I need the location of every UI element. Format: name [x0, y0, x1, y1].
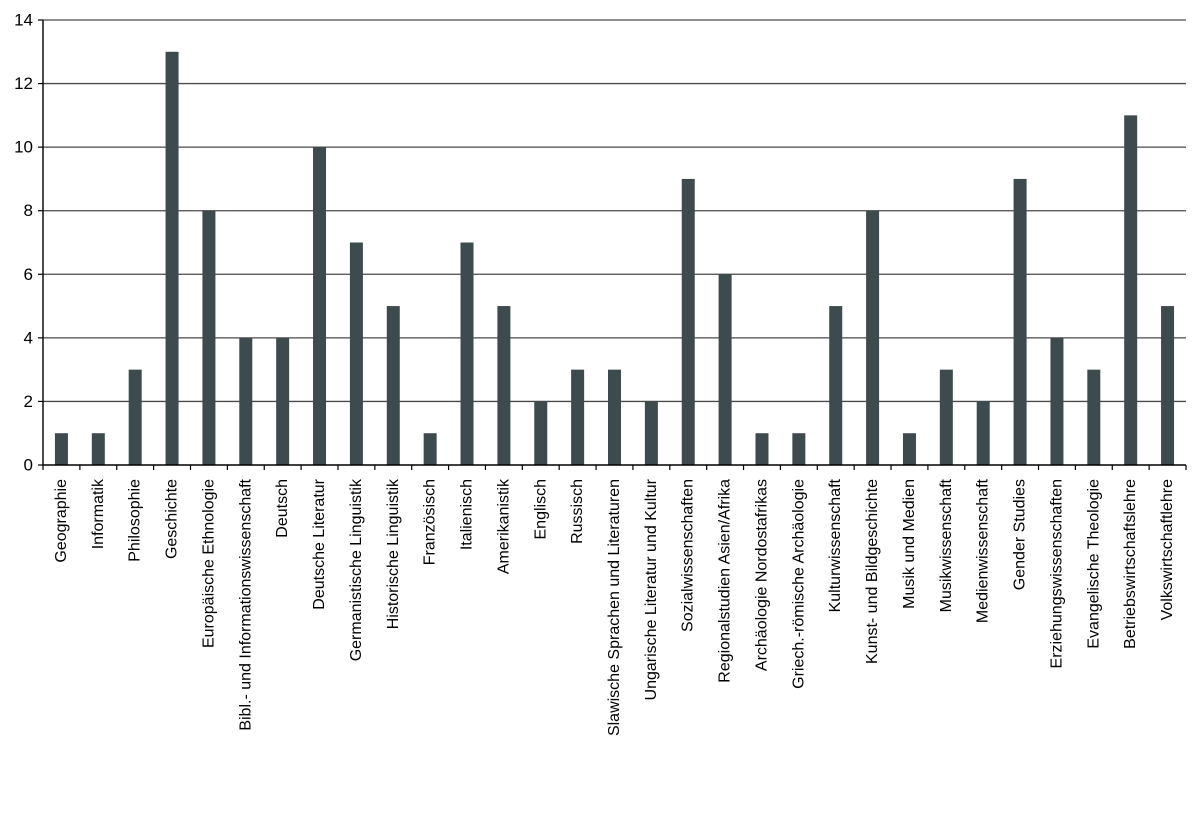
x-tick-label: Slawische Sprachen und Literaturen: [606, 479, 623, 736]
bar-8: [349, 242, 363, 465]
x-tick-label: Kulturwissenschaft: [827, 478, 844, 612]
y-tick-label: 0: [24, 456, 33, 475]
bar-28: [1087, 369, 1101, 465]
y-tick-label: 2: [24, 392, 33, 411]
bar-25: [976, 401, 990, 465]
bar-14: [571, 369, 585, 465]
bar-4: [202, 210, 216, 465]
bar-30: [1161, 306, 1175, 465]
x-tick-label: Evangelische Theologie: [1085, 479, 1102, 649]
bar-12: [497, 306, 511, 465]
bar-29: [1124, 115, 1138, 466]
bars: [54, 51, 1175, 466]
x-tick-label: Informatik: [90, 478, 107, 549]
x-tick-label: Russisch: [569, 479, 586, 544]
x-tick-label: Amerikanistik: [495, 478, 512, 574]
bar-13: [534, 401, 548, 465]
x-tick-label: Philosophie: [127, 479, 144, 562]
y-tick-label: 8: [24, 201, 33, 220]
bar-10: [423, 433, 437, 465]
bar-24: [939, 369, 953, 465]
x-tick-label: Regionalstudien Asien/Afrika: [717, 479, 734, 683]
x-tick-label: Italienisch: [459, 479, 476, 550]
bar-9: [386, 306, 400, 465]
x-tick-label: Erziehungswissenschaften: [1048, 479, 1065, 668]
bar-15: [608, 369, 621, 465]
x-tick-label: Sozialwissenschaften: [680, 479, 697, 632]
x-tick-label: Englisch: [532, 479, 549, 539]
bar-27: [1050, 337, 1064, 465]
axes: [38, 19, 1187, 470]
x-tick-label: Bibl.- und Informationswissenschaft: [237, 478, 254, 730]
x-tick-label: Geschichte: [164, 479, 181, 559]
y-tick-label: 14: [14, 11, 33, 30]
x-tick-labels: Geographie Informatik Philosophie Geschicht…: [53, 478, 1176, 736]
x-tick-label: Europäische Ethnologie: [200, 479, 217, 648]
bar-0: [54, 433, 68, 465]
bar-19: [755, 433, 769, 465]
bar-11: [460, 242, 474, 465]
bar-23: [902, 433, 916, 465]
bar-22: [866, 210, 880, 465]
x-tick-label: Historische Linguistik: [385, 478, 402, 629]
x-tick-label: Medienwissenschaft: [975, 478, 992, 623]
x-tick-label: Volkswirtschaftlehre: [1159, 479, 1176, 620]
bar-26: [1013, 178, 1027, 465]
gridlines: [43, 19, 1186, 403]
y-tick-labels: 0 2 4 6 8 10 12 14: [14, 11, 33, 475]
bar-3: [165, 51, 179, 465]
x-tick-label: Deutsche Literatur: [311, 478, 328, 609]
bar-7: [313, 147, 327, 465]
x-tick-label: Ungarische Literatur und Kultur: [643, 478, 660, 700]
x-tick-label: Gender Studies: [1012, 479, 1029, 590]
bar-21: [829, 306, 843, 465]
x-tick-label: Betriebswirtschaftslehre: [1122, 479, 1139, 649]
x-tick-label: Französisch: [422, 479, 439, 565]
y-tick-label: 12: [14, 74, 33, 93]
x-tick-label: Geographie: [53, 479, 70, 563]
bar-1: [91, 433, 105, 465]
bar-18: [718, 274, 732, 465]
bar-5: [239, 337, 253, 465]
bar-16: [644, 401, 658, 465]
bar-2: [128, 369, 142, 465]
x-tick-label: Germanistische Linguistik: [348, 478, 365, 661]
y-tick-label: 6: [24, 265, 33, 284]
bar-17: [681, 178, 695, 465]
x-tick-label: Archäologie Nordostafrikas: [753, 479, 770, 671]
x-tick-label: Deutsch: [274, 479, 291, 538]
x-tick-label: Kunst- und Bildgeschichte: [864, 479, 881, 664]
x-tick-label: Griech.-römische Archäologie: [790, 479, 807, 689]
bar-20: [792, 433, 806, 465]
y-tick-label: 10: [14, 138, 33, 157]
y-tick-label: 4: [24, 328, 33, 347]
x-tick-label: Musik und Medien: [901, 479, 918, 609]
x-tick-label: Musikwissenschaft: [938, 478, 955, 612]
bar-6: [276, 337, 290, 465]
